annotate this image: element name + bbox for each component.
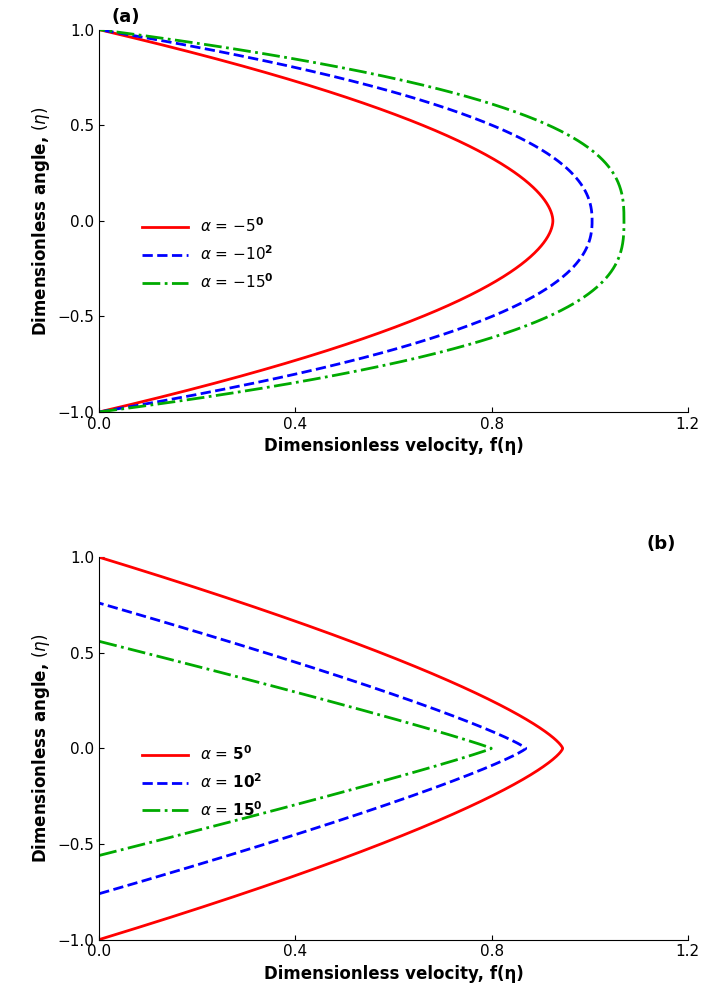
Text: (a): (a) [111,8,140,26]
Text: (b): (b) [647,535,676,554]
X-axis label: Dimensionless velocity, f(η): Dimensionless velocity, f(η) [264,965,523,983]
Legend: $\alpha$ = $-5^{\mathbf{0}}$, $\alpha$ = $-10^{\mathbf{2}}$, $\alpha$ = $-15^{\m: $\alpha$ = $-5^{\mathbf{0}}$, $\alpha$ =… [136,211,280,298]
X-axis label: Dimensionless velocity, f(η): Dimensionless velocity, f(η) [264,437,523,455]
Y-axis label: Dimensionless angle, $(\eta)$: Dimensionless angle, $(\eta)$ [30,634,52,863]
Y-axis label: Dimensionless angle, $(\eta)$: Dimensionless angle, $(\eta)$ [30,106,52,335]
Legend: $\alpha$ = $\mathbf{5^{0}}$, $\alpha$ = $\mathbf{10^{2}}$, $\alpha$ = $\mathbf{1: $\alpha$ = $\mathbf{5^{0}}$, $\alpha$ = … [136,738,269,825]
